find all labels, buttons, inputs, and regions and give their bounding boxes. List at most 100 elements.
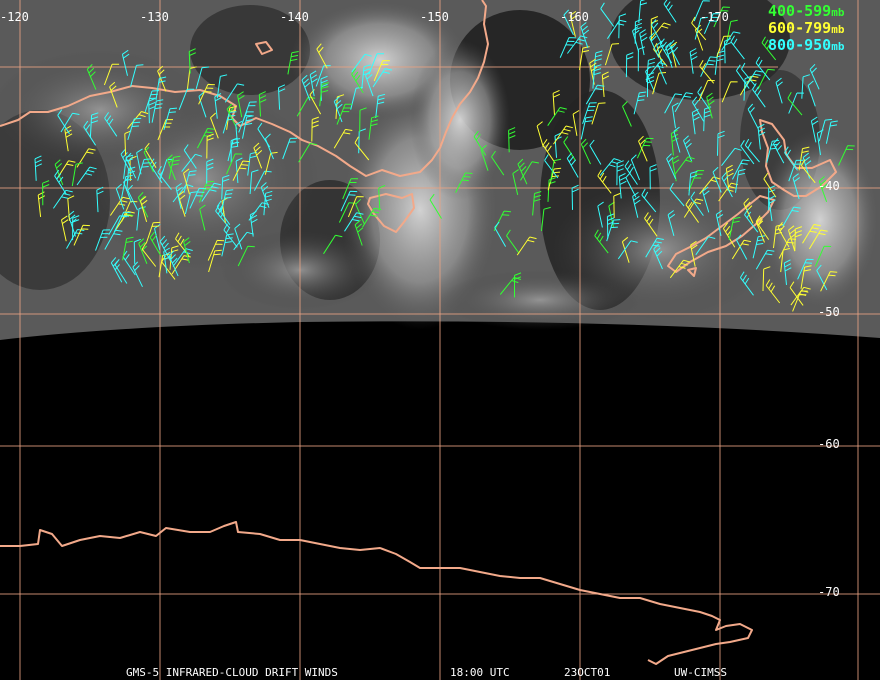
- wind-barb: [735, 64, 750, 89]
- wind-barb: [683, 135, 693, 162]
- wind-barb: [703, 13, 721, 34]
- lon-label-170w: -170: [700, 10, 729, 24]
- wind-barb: [657, 58, 667, 85]
- wind-barb: [232, 160, 250, 181]
- wind-barb: [351, 53, 372, 73]
- wind-barb: [373, 60, 390, 82]
- wind-barb: [333, 128, 353, 149]
- wind-barb: [130, 64, 144, 87]
- wind-barb: [122, 236, 134, 261]
- wind-barb: [743, 198, 754, 224]
- wind-barb: [121, 49, 130, 76]
- lat-label-60s: -60: [818, 437, 840, 451]
- wind-barb: [592, 64, 602, 89]
- australia-coastline: [0, 0, 489, 177]
- wind-barb: [114, 259, 128, 284]
- wind-barb: [664, 93, 683, 114]
- wind-barb: [532, 191, 542, 216]
- wind-barb: [163, 107, 178, 130]
- wind-barb: [600, 2, 615, 27]
- wind-barb: [816, 264, 828, 291]
- wind-barb: [508, 127, 516, 153]
- legend-unit: mb: [831, 40, 845, 53]
- wind-barb: [104, 229, 123, 250]
- wind-barb: [542, 139, 556, 164]
- wind-barb: [361, 64, 371, 89]
- wind-barb: [178, 88, 195, 110]
- wind-barb: [54, 159, 64, 186]
- wind-barb: [113, 211, 131, 233]
- wind-barb: [455, 172, 473, 193]
- wind-barb: [115, 211, 135, 231]
- wind-barb: [618, 13, 627, 39]
- wind-barb: [338, 202, 356, 223]
- wind-barb: [691, 108, 700, 135]
- lon-label-160w: -160: [560, 10, 589, 24]
- wind-barb: [237, 91, 245, 118]
- wind-barb: [585, 84, 605, 105]
- wind-barb: [787, 91, 803, 116]
- wind-barb: [108, 215, 127, 236]
- wind-barb: [177, 190, 186, 217]
- pressure-legend: 400-599mb 600-799mb 800-950mb: [768, 2, 845, 54]
- wind-barb: [621, 236, 630, 263]
- wind-barb: [172, 184, 194, 203]
- wind-barb: [624, 160, 638, 185]
- wind-barb: [473, 130, 487, 156]
- wind-barb: [550, 158, 562, 183]
- wind-barb: [336, 103, 353, 125]
- caption-date: 23OCT01: [564, 666, 610, 679]
- wind-barb: [649, 32, 660, 58]
- wind-barb: [589, 139, 602, 165]
- wind-barb: [638, 135, 648, 162]
- wind-barb: [762, 266, 771, 292]
- wind-barb: [589, 58, 598, 85]
- wind-barb: [110, 257, 123, 283]
- wind-barb: [222, 111, 237, 134]
- wind-barb: [157, 166, 172, 190]
- wind-barb: [109, 196, 130, 216]
- wind-barb: [184, 191, 198, 215]
- wind-barb: [580, 138, 591, 165]
- wind-barb: [809, 63, 820, 90]
- wind-barb: [717, 130, 725, 156]
- wind-barb: [666, 153, 677, 180]
- wind-barb: [739, 271, 754, 296]
- wind-barb: [282, 137, 298, 160]
- wind-barb: [674, 156, 695, 175]
- wind-barb: [83, 120, 97, 146]
- wind-barb: [372, 68, 393, 88]
- legend-range: 800-950: [768, 36, 831, 54]
- wind-barb: [208, 249, 222, 273]
- wind-barb: [237, 245, 255, 267]
- wind-barb: [181, 153, 203, 172]
- wind-barb: [541, 206, 551, 232]
- legend-item-400-599: 400-599mb: [768, 2, 845, 20]
- wind-barb: [652, 72, 667, 95]
- legend-range: 400-599: [768, 2, 831, 20]
- wind-barb: [798, 146, 810, 171]
- wind-barb: [807, 80, 816, 107]
- wind-barb: [755, 215, 770, 240]
- wind-barb: [234, 223, 243, 250]
- wind-barb: [132, 261, 143, 288]
- latitude-labels: -40 -50 -60 -70: [818, 179, 840, 599]
- wind-barb: [743, 70, 763, 90]
- wind-barb: [57, 109, 70, 135]
- wind-barb: [520, 161, 539, 181]
- wind-barb: [143, 146, 154, 173]
- wind-barb: [175, 232, 190, 257]
- wind-barb: [183, 168, 190, 195]
- wind-barb: [547, 107, 567, 126]
- legend-item-600-799: 600-799mb: [768, 19, 845, 37]
- wind-barbs: [34, 0, 855, 312]
- wind-barb: [808, 229, 828, 250]
- wind-barb: [788, 92, 804, 114]
- new-zealand-south-island: [667, 195, 775, 273]
- wind-barb: [264, 151, 278, 175]
- wind-barb: [42, 180, 50, 206]
- wind-barb: [797, 258, 814, 280]
- wind-barb: [744, 138, 760, 163]
- wind-barb: [653, 42, 668, 67]
- wind-barb: [782, 206, 801, 227]
